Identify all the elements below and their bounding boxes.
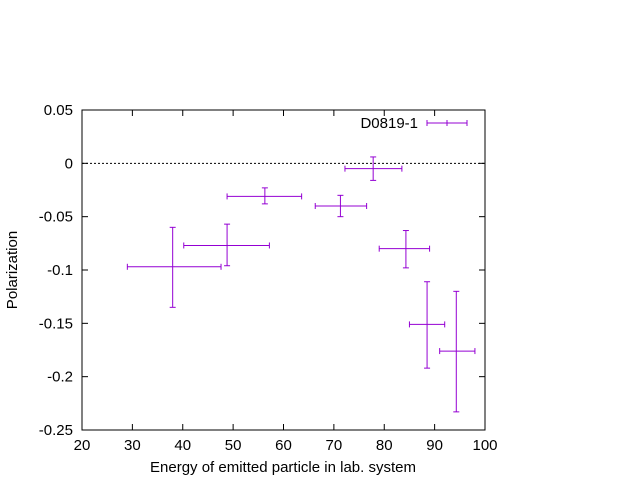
x-tick-label: 20 [74, 437, 91, 454]
legend-label: D0819-1 [360, 115, 418, 132]
data-point [378, 230, 431, 269]
data-point [183, 223, 270, 267]
x-tick-label: 100 [472, 437, 497, 454]
data-point [126, 226, 222, 308]
x-axis-label: Energy of emitted particle in lab. syste… [150, 459, 416, 476]
legend: D0819-1 [360, 115, 468, 132]
y-tick-label: -0.05 [39, 209, 73, 226]
data-point [344, 156, 403, 181]
data-point [226, 187, 303, 205]
plot-frame [81, 109, 486, 431]
y-tick-label: 0 [65, 155, 73, 172]
data-point [439, 290, 476, 413]
axis-ticks: 20 30 40 50 60 70 80 90 100 0.05 0 -0.05 -0.1 -0.15 -0… [39, 102, 498, 454]
y-tick-label: 0.05 [44, 102, 73, 119]
data-point [408, 281, 446, 369]
data-point [314, 194, 368, 218]
x-tick-label: 80 [376, 437, 393, 454]
y-tick-label: -0.2 [47, 369, 73, 386]
y-tick-label: -0.25 [39, 422, 73, 439]
x-tick-label: 60 [275, 437, 292, 454]
y-tick-label: -0.1 [47, 262, 73, 279]
data-points [126, 156, 476, 413]
x-tick-label: 30 [124, 437, 141, 454]
x-tick-label: 90 [426, 437, 443, 454]
y-axis-label: Polarization [4, 231, 21, 309]
y-tick-label: -0.15 [39, 315, 73, 332]
x-tick-label: 40 [174, 437, 191, 454]
x-tick-label: 70 [326, 437, 343, 454]
x-tick-label: 50 [225, 437, 242, 454]
